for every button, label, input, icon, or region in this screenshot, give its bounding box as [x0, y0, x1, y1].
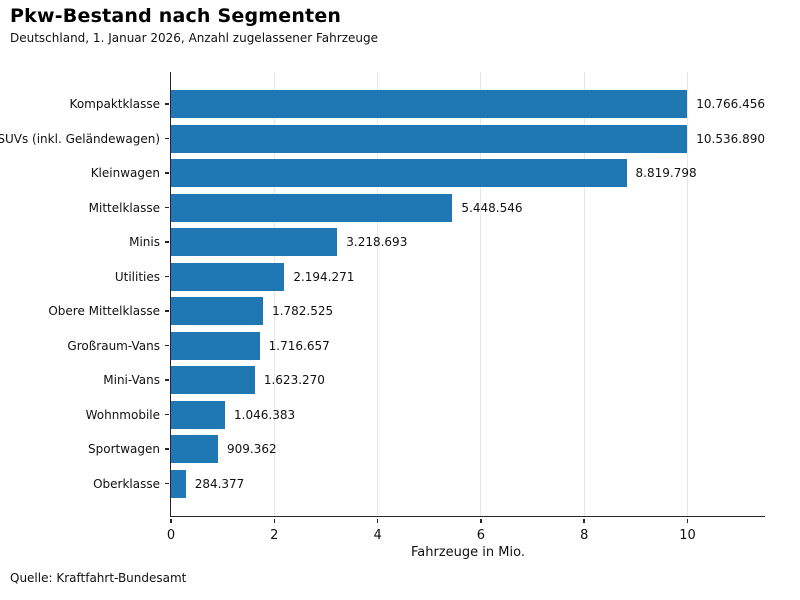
x-axis-label: Fahrzeuge in Mio.: [411, 545, 525, 560]
x-tick-mark: [583, 519, 585, 523]
category-label: Sportwagen: [88, 442, 160, 457]
value-label: 10.766.456: [696, 97, 765, 112]
bar: [171, 228, 338, 257]
bar-row: Kompaktklasse 10.766.456: [70, 87, 765, 122]
x-tick-mark: [273, 519, 276, 523]
y-tick-mark: [164, 482, 169, 485]
bar: [171, 400, 226, 429]
gridlines-layer: [171, 72, 765, 516]
bar-row: Großraum-Vans 1.716.657: [67, 329, 765, 364]
bar-row: Obere Mittelklasse 1.782.525: [48, 294, 765, 329]
y-tick-mark: [164, 344, 169, 347]
bar: [171, 124, 688, 153]
bar-row: Oberklasse 284.377: [93, 467, 765, 502]
y-tick-mark: [164, 379, 169, 381]
chart-subtitle: Deutschland, 1. Januar 2026, Anzahl zuge…: [10, 31, 378, 45]
x-tick-mark: [686, 519, 689, 523]
bar: [171, 193, 453, 222]
bar: [171, 331, 260, 360]
bar-row: Mittelklasse 5.448.546: [89, 191, 765, 226]
y-tick-mark: [164, 137, 169, 140]
bar-row: Minis 3.218.693: [129, 225, 765, 260]
category-label: Kleinwagen: [90, 166, 160, 181]
bar: [171, 297, 264, 326]
y-tick-mark: [164, 103, 169, 105]
x-tick-mark: [376, 519, 379, 523]
value-label: 2.194.271: [293, 269, 355, 284]
plot-area: Kompaktklasse 10.766.456 SUVs (inkl. Gelän…: [0, 72, 765, 560]
x-tick-label: 6: [476, 528, 486, 543]
x-tick-label: 8: [580, 528, 589, 543]
category-label: Mini-Vans: [103, 373, 160, 388]
y-tick-mark: [164, 241, 169, 243]
bar: [171, 435, 218, 464]
y-tick-mark: [164, 206, 169, 209]
x-tick-mark: [480, 519, 482, 523]
category-label: Kompaktklasse: [69, 97, 160, 112]
bar-row: SUVs (inkl. Geländewagen) 10.536.890: [0, 122, 765, 157]
y-tick-mark: [164, 310, 169, 312]
x-tick-label: 2: [270, 528, 279, 543]
category-label: Oberklasse: [93, 476, 160, 491]
value-label: 5.448.546: [461, 200, 523, 215]
y-tick-mark: [164, 448, 169, 450]
bar-row: Utilities 2.194.271: [115, 260, 765, 295]
value-label: 1.782.525: [272, 304, 334, 319]
value-label: 909.362: [226, 442, 277, 457]
bar-row: Kleinwagen 8.819.798: [91, 156, 765, 191]
bar: [171, 159, 627, 188]
gridline: [273, 72, 275, 516]
x-tick-label: 10: [679, 528, 696, 543]
value-label: 3.218.693: [346, 235, 408, 250]
gridline: [687, 72, 689, 516]
y-tick-mark: [164, 172, 169, 174]
bar: [171, 90, 688, 119]
bar-row: Mini-Vans 1.623.270: [103, 363, 765, 398]
bar: [171, 366, 255, 395]
value-label: 1.046.383: [234, 407, 296, 422]
value-label: 8.819.798: [635, 166, 697, 181]
x-tick-label: 4: [373, 528, 382, 543]
bar: [171, 262, 285, 291]
value-label: 1.623.270: [263, 373, 325, 388]
category-label: Utilities: [114, 269, 160, 284]
source-note: Quelle: Kraftfahrt-Bundesamt: [10, 571, 187, 585]
gridline: [583, 72, 585, 516]
category-label: Wohnmobile: [85, 407, 160, 422]
category-label: Mittelklasse: [88, 200, 160, 215]
value-label: 10.536.890: [696, 131, 765, 146]
bar-row: Wohnmobile 1.046.383: [86, 398, 765, 433]
gridline: [480, 72, 482, 516]
bar-row: Sportwagen 909.362: [88, 432, 765, 467]
category-label: Obere Mittelklasse: [48, 304, 160, 319]
value-label: 1.716.657: [268, 338, 330, 353]
y-tick-mark: [164, 413, 169, 416]
gridline: [377, 72, 379, 516]
x-tick-mark: [170, 519, 172, 523]
y-tick-mark: [164, 275, 169, 278]
chart-title: Pkw-Bestand nach Segmenten: [10, 5, 342, 27]
category-label: SUVs (inkl. Geländewagen): [0, 131, 160, 146]
value-label: 284.377: [194, 476, 245, 491]
bar-rows: Kompaktklasse 10.766.456 SUVs (inkl. Gelän…: [0, 72, 765, 516]
x-tick-label: 0: [166, 528, 176, 543]
bar: [171, 469, 186, 498]
category-label: Großraum-Vans: [67, 338, 160, 353]
category-label: Minis: [129, 235, 160, 250]
